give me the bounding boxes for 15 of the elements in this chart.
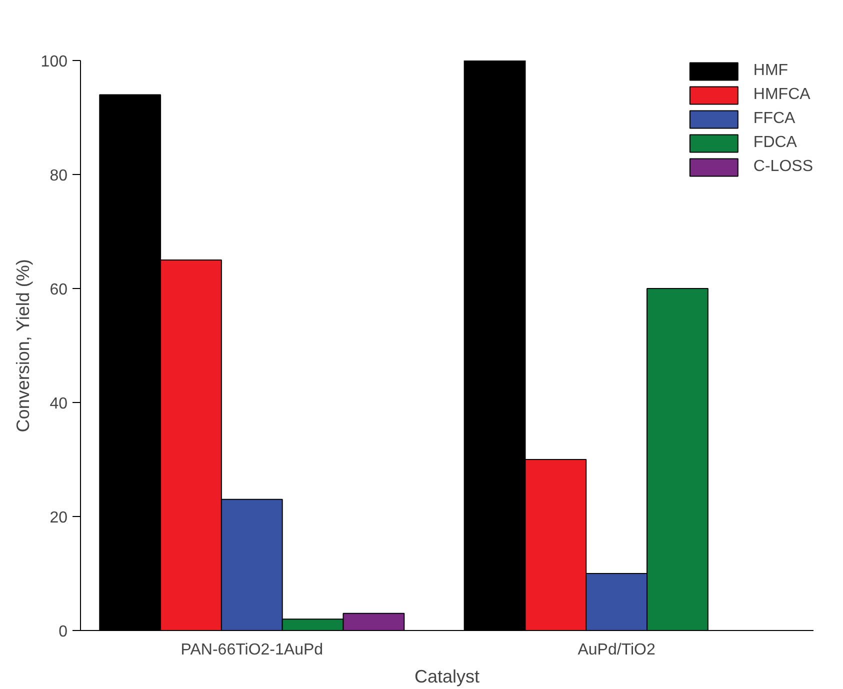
y-tick-label: 80	[50, 168, 68, 184]
legend-label: HMF	[753, 62, 788, 80]
y-tick-label: 40	[50, 396, 68, 412]
y-axis-title: Conversion, Yield (%)	[12, 259, 33, 432]
y-tick-label: 20	[50, 510, 68, 526]
legend-label: FFCA	[753, 110, 796, 128]
x-tick-label: PAN-66TiO2-1AuPd	[180, 642, 324, 658]
x-axis-title: Catalyst	[414, 666, 480, 686]
y-tick-label: 60	[50, 282, 68, 298]
legend-label: C-LOSS	[753, 158, 813, 176]
legend-label: HMFCA	[753, 86, 810, 104]
x-tick-label: AuPd/TiO2	[578, 642, 656, 658]
y-tick-label: 100	[40, 54, 68, 70]
y-tick-label: 0	[58, 624, 68, 640]
legend-label: FDCA	[753, 134, 797, 152]
